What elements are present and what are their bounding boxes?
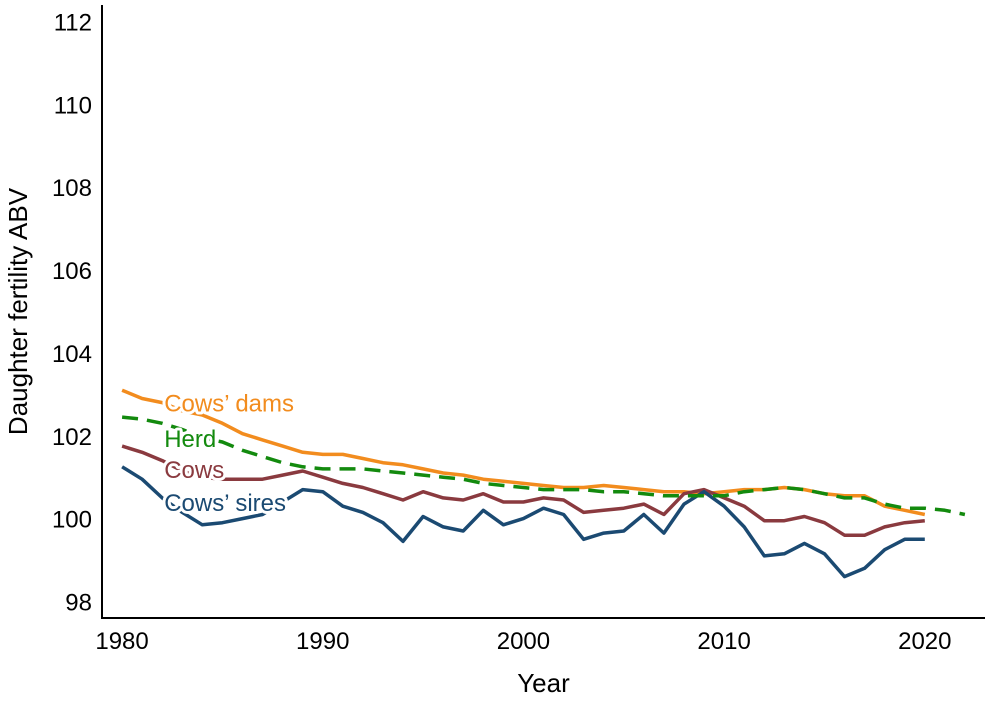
y-axis-ticks: 98 100 102 104 106 108 110 112 xyxy=(52,10,92,617)
y-tick-label: 98 xyxy=(65,589,92,616)
x-tick-label: 2000 xyxy=(497,628,550,655)
x-tick-label: 1980 xyxy=(95,628,148,655)
x-tick-label: 1990 xyxy=(296,628,349,655)
plot-area: 98 100 102 104 106 108 110 112 1980 1990 2000 2010… xyxy=(52,5,985,655)
y-tick-label: 100 xyxy=(52,507,92,534)
y-tick-label: 108 xyxy=(52,175,92,202)
y-tick-label: 102 xyxy=(52,424,92,451)
series-lines xyxy=(121,388,966,579)
series-label-cows: Cows xyxy=(164,457,224,484)
y-tick-label: 112 xyxy=(54,10,92,37)
x-tick-label: 2010 xyxy=(697,628,750,655)
series-label-cows-dams: Cows’ dams xyxy=(164,391,294,418)
series-line-herd xyxy=(121,415,966,517)
x-axis-ticks: 1980 1990 2000 2010 2020 xyxy=(95,628,951,655)
series-label-herd: Herd xyxy=(164,426,216,453)
y-tick-label: 104 xyxy=(52,341,92,368)
series-line-cows xyxy=(121,444,925,537)
series-label-cows-sires: Cows’ sires xyxy=(164,490,286,517)
x-tick-label: 2020 xyxy=(898,628,951,655)
series-line-cows-sires xyxy=(121,465,925,579)
series-labels: Cows’ dams Herd Cows Cows’ sires xyxy=(161,388,297,520)
y-tick-label: 106 xyxy=(52,258,92,285)
y-tick-label: 110 xyxy=(54,92,92,119)
y-axis-title: Daughter fertility ABV xyxy=(3,187,33,435)
x-axis-title: Year xyxy=(517,668,570,698)
